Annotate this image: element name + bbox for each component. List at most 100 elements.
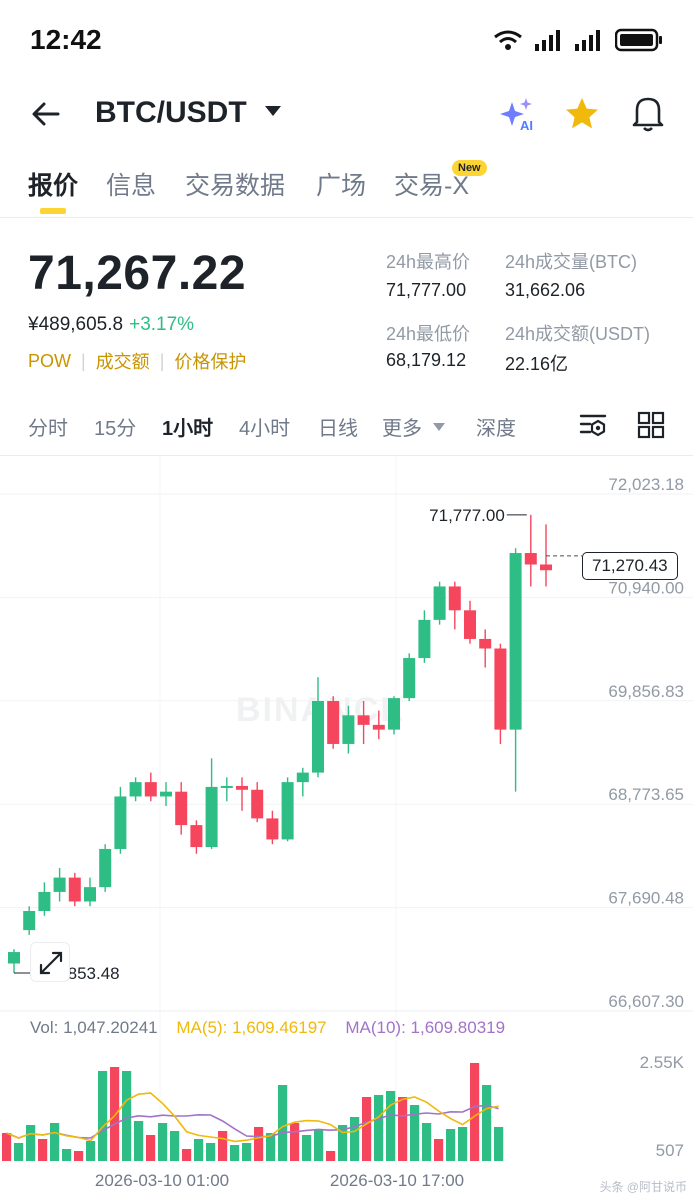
volume-bar xyxy=(74,1151,84,1161)
caret-down-icon[interactable] xyxy=(264,104,282,118)
volume-bar xyxy=(254,1127,264,1161)
candle-body xyxy=(99,848,112,888)
volume-axis-top: 2.55K xyxy=(640,1053,685,1072)
indicator-settings-icon[interactable] xyxy=(578,410,608,440)
volume-bar xyxy=(158,1123,168,1161)
stat-vol-usdt-label: 24h成交额(USDT) xyxy=(505,324,651,344)
tab-quote[interactable]: 报价 xyxy=(28,172,79,200)
ma5-line xyxy=(6,1092,499,1143)
tag-pow[interactable]: POW xyxy=(28,350,71,371)
interval-4h[interactable]: 4小时 xyxy=(239,418,291,440)
more-caret-icon[interactable] xyxy=(432,422,446,432)
bell-icon[interactable] xyxy=(630,94,666,132)
interval-depth[interactable]: 深度 xyxy=(476,418,516,440)
ma10-line xyxy=(6,1104,499,1139)
grid-layout-icon[interactable] xyxy=(636,410,666,440)
volume-bar xyxy=(338,1125,348,1161)
expand-button[interactable] xyxy=(30,942,70,982)
pair-title[interactable]: BTC/USDT xyxy=(95,96,247,129)
volume-bar xyxy=(122,1071,132,1161)
star-favorite-icon[interactable] xyxy=(564,96,600,132)
tab-trade-x[interactable]: 交易-X xyxy=(394,172,470,200)
price-change: +3.17% xyxy=(129,314,195,335)
candle-body xyxy=(433,586,446,620)
y-axis-tick-label: 67,690.48 xyxy=(608,889,684,908)
stat-high-value: 71,777.00 xyxy=(386,280,467,300)
candle-body xyxy=(464,610,476,639)
candle-body xyxy=(205,786,218,848)
svg-text:AI: AI xyxy=(520,118,533,132)
volume-bar xyxy=(194,1139,204,1161)
tab-info[interactable]: 信息 xyxy=(106,172,157,200)
candle-body xyxy=(342,715,355,744)
stat-high-label: 24h最高价 xyxy=(386,252,471,272)
volume-bar xyxy=(422,1123,432,1161)
volume-bar xyxy=(458,1127,468,1161)
volume-bar xyxy=(62,1149,72,1161)
cny-price: ¥489,605.8 xyxy=(28,314,124,335)
expand-icon xyxy=(39,951,63,975)
status-time: 12:42 xyxy=(30,24,102,55)
credit-watermark: 头条 @阿甘说币 xyxy=(599,1180,687,1194)
candle-body xyxy=(68,877,81,902)
volume-bar xyxy=(110,1067,120,1161)
x-axis-tick-label: 2026-03-10 17:00 xyxy=(330,1171,464,1190)
tag-price-protection[interactable]: 价格保护 xyxy=(174,352,247,372)
candle-body xyxy=(403,658,416,699)
y-axis-tick-label: 70,940.00 xyxy=(608,578,684,597)
candle-body xyxy=(372,724,385,730)
x-axis-tick-label: 2026-03-10 01:00 xyxy=(95,1171,229,1190)
back-arrow-icon[interactable] xyxy=(28,96,64,132)
candle-body xyxy=(448,586,461,611)
candle-body xyxy=(53,877,66,892)
tab-square[interactable]: 广场 xyxy=(316,172,367,200)
volume-bar xyxy=(134,1121,144,1161)
interval-daily[interactable]: 日线 xyxy=(318,418,358,440)
candle-body xyxy=(220,785,233,788)
candle-body xyxy=(38,891,51,912)
volume-bar xyxy=(242,1143,252,1161)
interval-1h[interactable]: 1小时 xyxy=(162,418,214,440)
candle-body xyxy=(418,619,431,659)
volume-bar xyxy=(170,1131,180,1161)
candle-body xyxy=(494,648,507,730)
candle-body xyxy=(251,789,264,819)
volume-bar xyxy=(206,1143,216,1161)
candle-body xyxy=(23,911,36,931)
tab-trading-data[interactable]: 交易数据 xyxy=(185,172,286,200)
candle-body xyxy=(266,818,279,840)
volume-bar xyxy=(446,1129,456,1161)
candle-body xyxy=(479,638,492,649)
interval-more[interactable]: 更多 xyxy=(382,418,422,440)
volume-bar xyxy=(218,1131,228,1161)
tag-turnover[interactable]: 成交额 xyxy=(95,352,150,372)
volume-bar xyxy=(494,1127,504,1161)
volume-bar xyxy=(410,1105,420,1161)
last-price-tag[interactable]: 71,270.43 xyxy=(582,552,678,580)
ai-sparkle-icon[interactable]: AI xyxy=(498,96,538,132)
y-axis-tick-label: 68,773.65 xyxy=(608,785,684,804)
wifi-icon xyxy=(494,30,522,50)
candle-body xyxy=(84,887,96,902)
y-axis-tick-label: 72,023.18 xyxy=(608,475,684,494)
interval-timeshare[interactable]: 分时 xyxy=(28,418,68,440)
volume-bar xyxy=(398,1097,408,1161)
interval-bar: 分时 15分 1小时 4小时 日线 更多 深度 xyxy=(0,408,693,448)
candle-body xyxy=(509,553,522,730)
signal-icon-2 xyxy=(575,30,600,51)
candle-body xyxy=(312,700,324,773)
tag-separator: | xyxy=(159,350,165,371)
top-nav: BTC/USDT AI xyxy=(0,82,693,148)
stat-low-value: 68,179.12 xyxy=(386,350,467,370)
volume-bar xyxy=(350,1117,360,1161)
signal-icon xyxy=(535,30,560,51)
candle-body xyxy=(175,791,188,826)
vol-label: Vol: 1,047.20241 xyxy=(30,1018,158,1037)
volume-bar xyxy=(302,1135,312,1161)
volume-bar xyxy=(26,1125,36,1161)
interval-15m[interactable]: 15分 xyxy=(94,418,137,440)
status-icons xyxy=(491,28,663,52)
kline-chart[interactable]: BINANCE 72,023.1870,940.0069,856.8368,77… xyxy=(0,455,693,1200)
volume-bar xyxy=(314,1129,324,1161)
volume-bar xyxy=(2,1133,12,1161)
